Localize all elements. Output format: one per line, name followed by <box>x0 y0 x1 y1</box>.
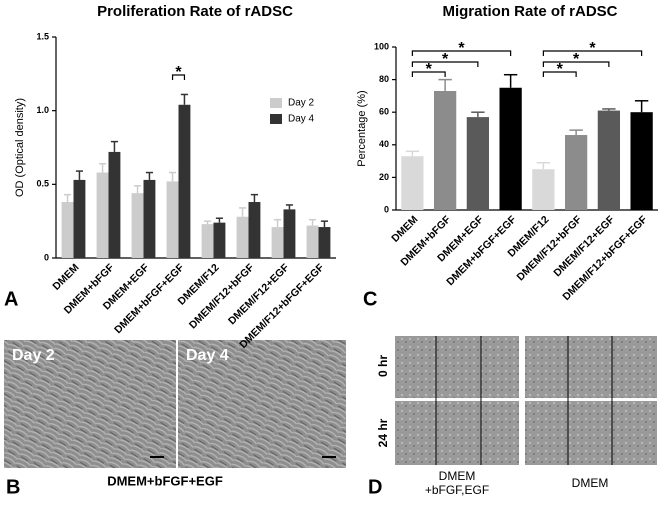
y-tick-label: 0 <box>44 252 49 262</box>
caption: DMEM <box>572 476 609 490</box>
y-tick-label: 60 <box>379 107 389 117</box>
micrograph <box>4 340 176 468</box>
bar <box>597 110 621 210</box>
bar <box>283 209 296 258</box>
caption: DMEM+bFGF+EGF <box>107 473 223 488</box>
micrograph <box>178 340 346 468</box>
caption: +bFGF,EGF <box>425 483 489 497</box>
bar <box>73 179 86 258</box>
bar <box>401 156 424 210</box>
y-tick-label: 0.5 <box>36 179 49 189</box>
y-tick-label: 20 <box>379 172 389 182</box>
chart-title: Migration Rate of rADSC <box>442 3 617 20</box>
x-tick-label: DMEM <box>389 213 420 244</box>
significance-mark: * <box>573 51 580 68</box>
row-label: 24 hr <box>376 418 390 447</box>
y-tick-label: 40 <box>379 139 389 149</box>
bar <box>248 202 261 258</box>
y-tick-label: 100 <box>374 41 389 51</box>
significance-bracket <box>411 71 446 77</box>
significance-bracket <box>542 50 643 56</box>
panel-label: A <box>4 288 18 310</box>
micrograph <box>525 401 657 465</box>
bar <box>564 135 588 210</box>
significance-mark: * <box>589 40 596 57</box>
y-axis-label: OD (Optical density) <box>14 98 26 197</box>
significance-mark: * <box>175 64 182 81</box>
micrograph <box>525 336 657 398</box>
x-tick-label: DMEM/F12+EGF <box>226 261 292 327</box>
y-tick-label: 1.5 <box>36 31 49 41</box>
y-tick-label: 0 <box>384 204 389 214</box>
bar <box>166 181 179 258</box>
legend-label: Day 4 <box>288 114 315 125</box>
image-label: Day 4 <box>186 347 229 364</box>
bar <box>96 172 109 258</box>
panel-label: D <box>368 476 382 498</box>
significance-bracket <box>411 50 512 56</box>
bar <box>306 225 319 258</box>
significance-bracket <box>411 61 479 67</box>
bar <box>318 227 331 258</box>
chart-title: Proliferation Rate of rADSC <box>97 3 293 20</box>
bar <box>201 224 214 258</box>
panel-label: C <box>363 288 377 310</box>
bar <box>178 104 191 258</box>
x-tick-label: DMEM/F12+bFGF <box>187 261 257 331</box>
bar <box>131 193 144 258</box>
panel-label: B <box>6 476 20 498</box>
legend-swatch <box>270 114 282 124</box>
legend-label: Day 2 <box>288 98 315 109</box>
y-tick-label: 80 <box>379 74 389 84</box>
significance-mark: * <box>442 51 449 68</box>
legend-swatch <box>270 98 282 108</box>
significance-mark: * <box>458 40 465 57</box>
bar <box>532 169 555 210</box>
micrograph <box>395 401 519 465</box>
bar <box>61 202 74 258</box>
bar <box>236 216 249 258</box>
micrograph <box>395 336 519 398</box>
significance-mark: * <box>557 61 564 78</box>
bar <box>630 112 653 210</box>
bar <box>143 179 156 258</box>
bar <box>466 117 490 210</box>
significance-mark: * <box>426 61 433 78</box>
bar <box>108 151 121 258</box>
significance-bracket <box>171 74 186 80</box>
significance-bracket <box>542 61 610 67</box>
scratch-lines <box>435 336 613 465</box>
bar <box>433 91 457 210</box>
bar <box>271 227 284 258</box>
x-tick-label: DMEM <box>50 261 81 292</box>
y-tick-label: 1.0 <box>36 105 49 115</box>
caption: DMEM <box>439 469 476 483</box>
bar <box>499 87 522 210</box>
row-label: 0 hr <box>376 355 390 377</box>
bar <box>213 222 226 258</box>
significance-bracket <box>542 71 577 77</box>
y-axis-label: Percentage (%) <box>356 90 368 166</box>
image-label: Day 2 <box>12 347 55 364</box>
